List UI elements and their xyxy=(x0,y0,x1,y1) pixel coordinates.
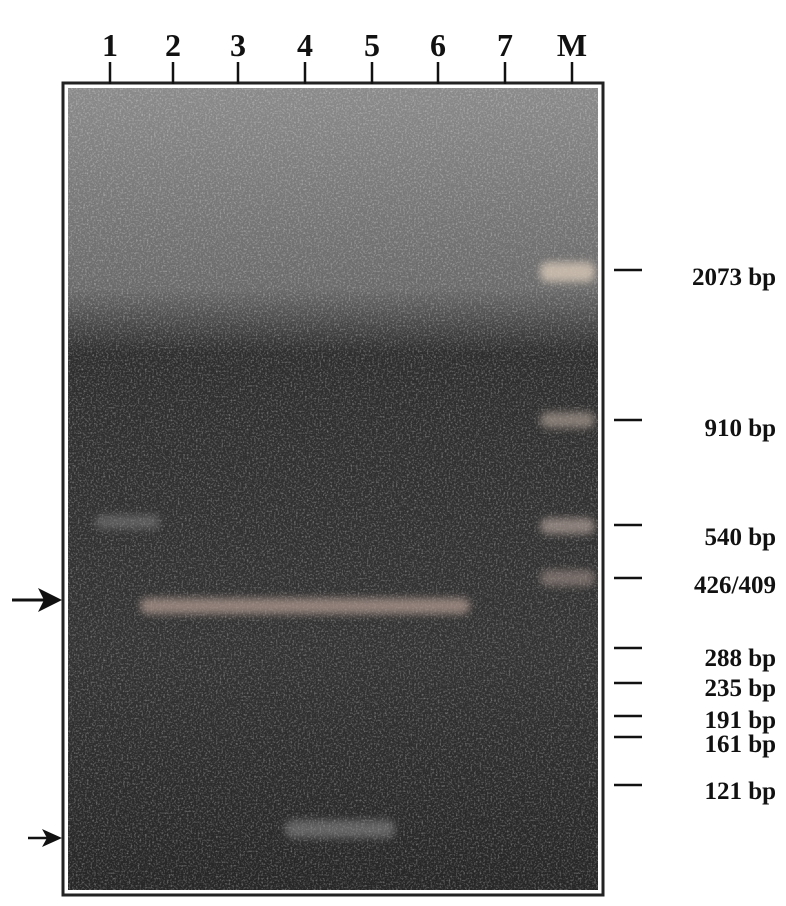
arrows xyxy=(12,588,62,847)
marker-label: 540 bp xyxy=(704,524,776,551)
marker-label: 191 bp xyxy=(704,707,776,734)
gel-noise xyxy=(68,88,598,890)
marker-label: 235 bp xyxy=(704,675,776,702)
lane-label: 3 xyxy=(230,27,246,63)
marker-label: 426/409 xyxy=(694,572,776,599)
lane-label: 5 xyxy=(364,27,380,63)
lane-label: 1 xyxy=(102,27,118,63)
lane-label: M xyxy=(557,27,587,63)
marker-label: 2073 bp xyxy=(692,264,776,291)
gel-figure: 1 2 3 4 5 6 7 M 2073 bp 910 bp 540 bp 426/409 288 bp… xyxy=(0,0,786,901)
lane-label: 7 xyxy=(497,27,513,63)
lane-label: 4 xyxy=(297,27,313,63)
lane-label: 6 xyxy=(430,27,446,63)
marker-label: 161 bp xyxy=(704,731,776,758)
marker-label: 910 bp xyxy=(704,415,776,442)
marker-label: 288 bp xyxy=(704,645,776,672)
marker-label: 121 bp xyxy=(704,778,776,805)
lane-label: 2 xyxy=(165,27,181,63)
